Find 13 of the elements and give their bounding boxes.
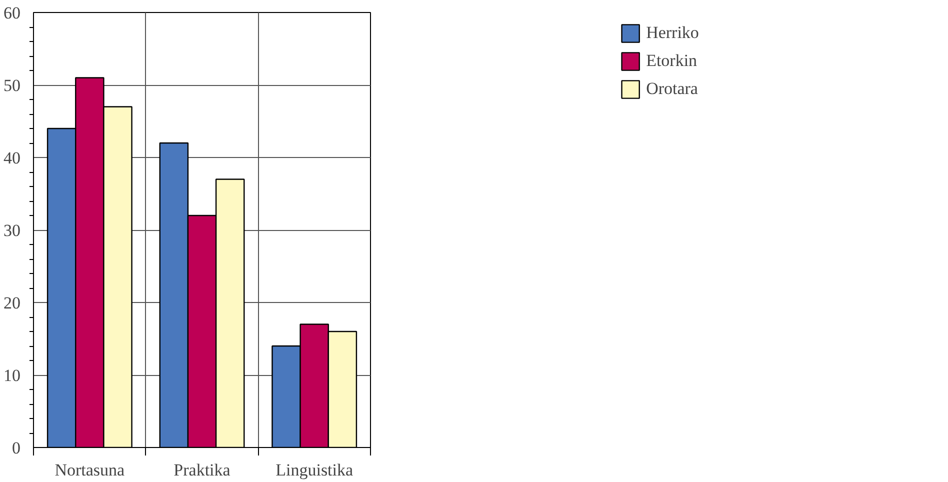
x-tick-label: Nortasuna: [54, 460, 126, 480]
y-tick-label: 30: [4, 221, 20, 240]
y-tick-label: 20: [4, 294, 20, 312]
legend-label: Etorkin: [646, 51, 698, 71]
legend-label: Herriko: [646, 23, 699, 43]
y-tick-label: 60: [4, 4, 20, 22]
y-tick-label: 0: [12, 438, 20, 458]
y-tick-label: 50: [4, 76, 20, 95]
legend-label: Orotara: [646, 79, 698, 99]
x-tick-label: Linguistika: [276, 460, 354, 480]
x-tick-label: Praktika: [174, 460, 231, 480]
y-tick-label: 10: [4, 366, 20, 385]
y-tick-label: 40: [4, 148, 20, 168]
